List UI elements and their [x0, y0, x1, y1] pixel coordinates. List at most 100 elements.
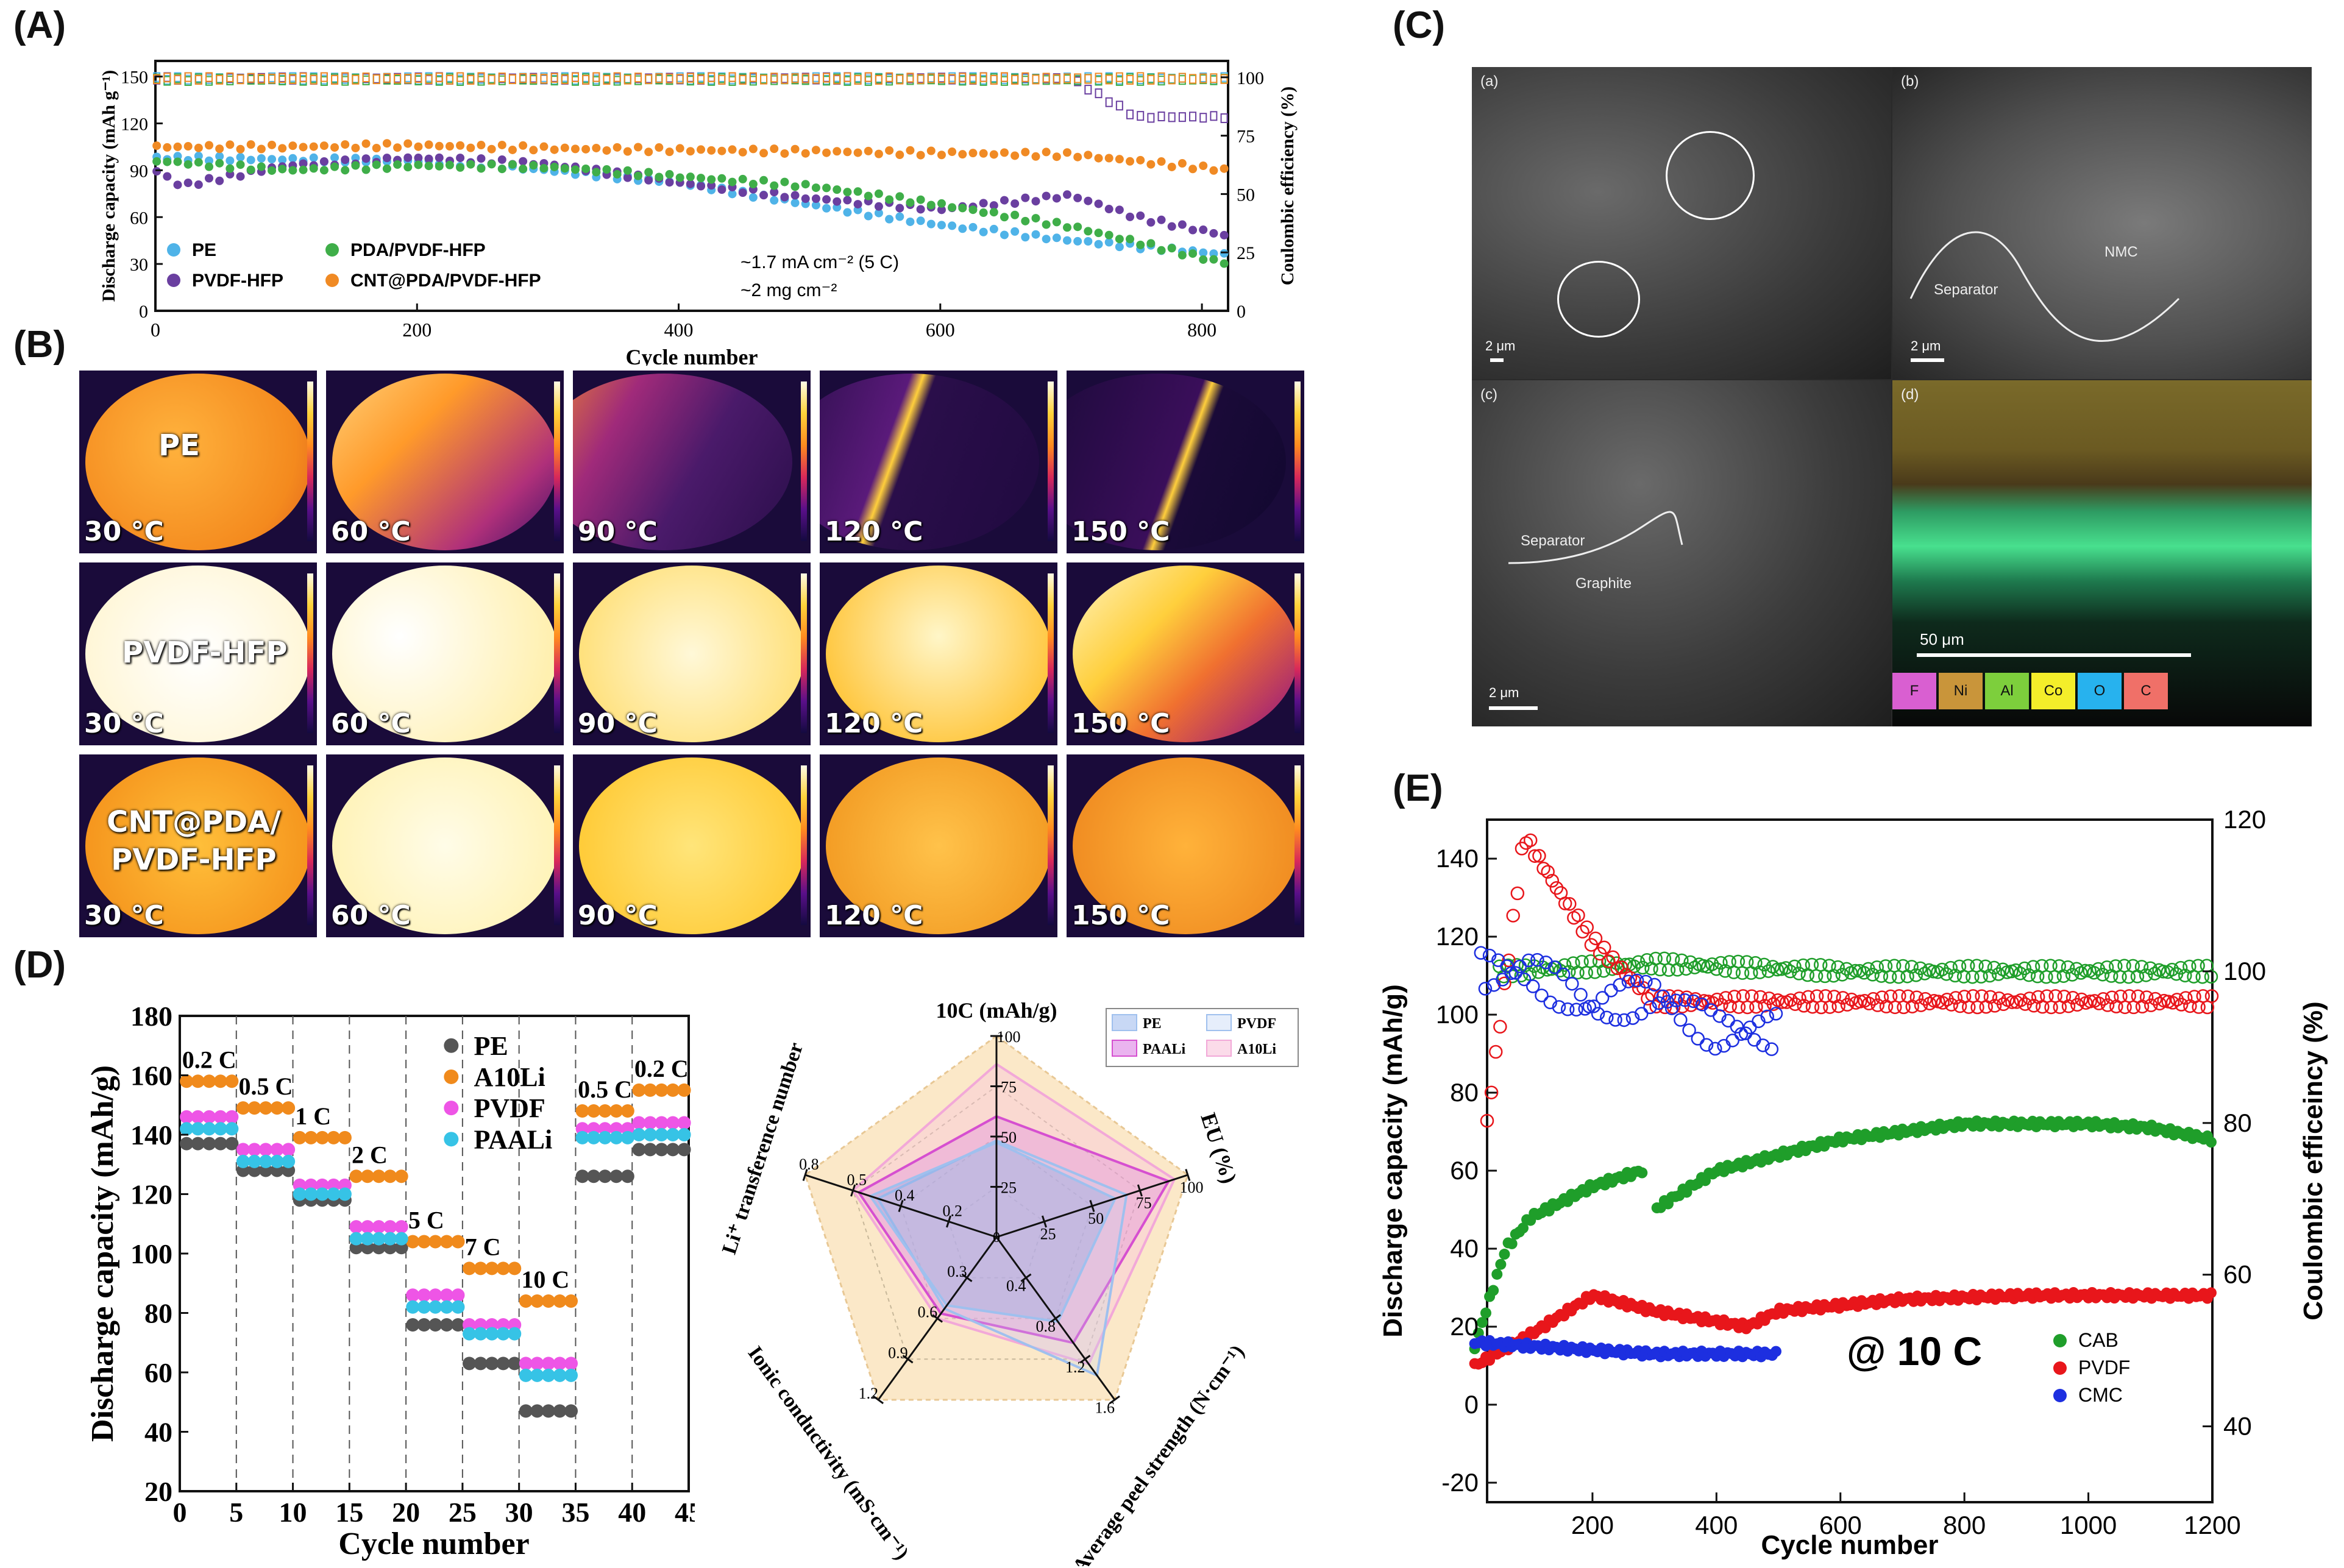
chart-e-ce-point	[1588, 931, 1603, 946]
thermal-color-scale	[1048, 573, 1054, 733]
chart-e-legend-marker	[2053, 1361, 2067, 1375]
chart-a-capacity-point	[1220, 164, 1229, 173]
chart-a-capacity-point	[226, 156, 235, 165]
chart-a-capacity-point	[602, 146, 611, 155]
chart-a-series-2	[152, 73, 1229, 268]
chart-e-ce-point	[1909, 990, 1924, 1004]
chart-e-ce-point	[2075, 992, 2089, 1007]
chart-e-ce-point	[1621, 974, 1636, 988]
chart-e-ytick-label: 100	[1436, 1000, 1479, 1029]
chart-a-ytick-label: 150	[121, 68, 148, 88]
radar-tick-label: 0.4	[1006, 1277, 1026, 1294]
chart-d-xtick-label: 5	[229, 1497, 243, 1528]
chart-d-point	[598, 1169, 612, 1183]
chart-d-point	[587, 1130, 601, 1144]
chart-e-ce-point	[2104, 990, 2119, 1004]
chart-a-capacity-point	[1188, 165, 1198, 174]
sem-scale-bar-a	[1490, 358, 1504, 362]
chart-d-point	[632, 1083, 646, 1097]
chart-e-ce-point	[1686, 994, 1700, 1009]
chart-d-rate-label: 0.2 C	[182, 1046, 236, 1073]
chart-d-point	[191, 1074, 205, 1088]
thermal-color-scale	[554, 765, 560, 925]
chart-a-capacity-point	[414, 154, 423, 163]
chart-a-ce-point	[1210, 73, 1218, 83]
chart-d-point	[541, 1294, 555, 1308]
chart-d-point	[496, 1357, 510, 1371]
thermal-material-label: PVDF-HFP	[122, 636, 288, 670]
chart-a-capacity-point	[697, 174, 706, 183]
chart-d-point	[587, 1169, 601, 1183]
chart-d-point	[632, 1143, 646, 1157]
chart-a-capacity-point	[1084, 151, 1093, 160]
chart-e-ce-point	[1792, 967, 1806, 981]
chart-a-ce-point	[561, 74, 569, 85]
thermal-temperature-label: 90 °C	[578, 900, 658, 931]
chart-a-y2tick-label: 75	[1237, 127, 1255, 147]
chart-a-ce-point	[927, 73, 935, 83]
chart-d-point	[361, 1169, 375, 1183]
chart-e-ce-point	[1625, 1011, 1640, 1025]
chart-a-ce-point	[404, 73, 412, 83]
chart-e-ce-point	[1713, 1009, 1727, 1023]
chart-e-ce-point	[1862, 996, 1876, 1010]
chart-a-capacity-point	[906, 217, 915, 226]
chart-e-ce-point	[2078, 963, 2092, 978]
chart-d-point	[553, 1368, 567, 1382]
chart-e-ce-point	[1917, 967, 1932, 981]
chart-a-capacity-point	[309, 153, 318, 162]
chart-a-capacity-point	[895, 204, 904, 213]
chart-a-capacity-point	[268, 155, 277, 164]
sem-scale-text-d: 50 μm	[1920, 630, 1964, 648]
chart-a-capacity-point	[979, 149, 988, 158]
chart-a-capacity-point	[215, 144, 224, 154]
chart-a-capacity-point	[268, 166, 277, 175]
chart-e-ce-point	[1909, 968, 1923, 982]
chart-a-capacity-point	[330, 162, 339, 171]
chart-a-capacity-point	[1115, 243, 1124, 252]
chart-a-capacity-point	[445, 160, 454, 169]
chart-e-ce-point	[1574, 988, 1588, 1002]
chart-d-point	[180, 1137, 194, 1151]
chart-e-ce-point	[1571, 908, 1585, 923]
chart-a-capacity-point	[1063, 190, 1071, 199]
chart-a-capacity-point	[822, 204, 831, 213]
chart-d-point	[643, 1143, 657, 1157]
chart-a-capacity-point	[330, 153, 339, 162]
chart-d-point	[394, 1169, 408, 1183]
chart-a-capacity-point	[539, 142, 549, 151]
chart-d-legend-label: PE	[474, 1031, 508, 1061]
chart-a-capacity-point	[1104, 230, 1113, 239]
thermal-temperature-label: 150 °C	[1071, 516, 1170, 547]
chart-e-ce-point	[1927, 964, 1941, 979]
eds-legend-item-f: F	[1892, 673, 1936, 709]
radar-tick-label: 50	[1088, 1210, 1104, 1227]
chart-e-ce-point	[2139, 968, 2153, 982]
thermal-temperature-label: 90 °C	[578, 516, 658, 547]
chart-a-capacity-point	[874, 202, 883, 211]
chart-d-ylabel: Discharge capacity (mAh/g)	[85, 1065, 120, 1442]
chart-a-capacity-point	[529, 161, 538, 170]
chart-d-point	[564, 1294, 578, 1308]
radar-tick-label: 25	[1040, 1226, 1056, 1243]
chart-d-point	[259, 1154, 273, 1168]
chart-a-ce-point	[708, 72, 716, 82]
chart-a-ce-point	[163, 73, 171, 83]
chart-a-capacity-point	[790, 182, 800, 191]
chart-a-capacity-point	[1199, 225, 1208, 235]
chart-a-ce-point	[550, 72, 558, 82]
chart-d-point	[655, 1128, 669, 1141]
chart-a-capacity-point	[550, 145, 559, 154]
chart-d-point	[655, 1083, 669, 1097]
thermal-image: 30 °C CNT@PDA/ PVDF-HFP	[79, 754, 317, 937]
chart-a-ce-point	[236, 74, 244, 84]
chart-d-xtick-label: 45	[675, 1497, 695, 1528]
chart-e-ce-point	[1718, 964, 1732, 978]
chart-a-capacity-point	[1157, 215, 1166, 224]
chart-a-capacity-point	[843, 208, 852, 217]
chart-a-capacity-point	[424, 154, 433, 163]
chart-a-ce-point	[917, 74, 925, 84]
chart-a-capacity-point	[926, 200, 936, 210]
chart-e-xtick-label: 200	[1571, 1511, 1614, 1539]
